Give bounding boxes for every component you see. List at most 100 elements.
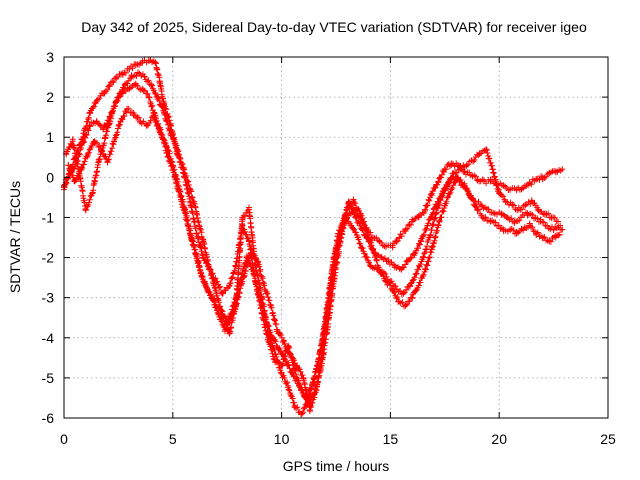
data-point xyxy=(369,246,376,253)
data-point xyxy=(245,206,252,213)
data-point xyxy=(343,214,350,221)
data-point xyxy=(480,178,487,185)
data-point xyxy=(121,82,128,89)
data-point xyxy=(213,290,220,297)
data-point xyxy=(361,250,368,257)
data-point xyxy=(500,226,507,233)
data-point xyxy=(420,254,427,261)
data-point xyxy=(402,302,409,309)
data-point xyxy=(463,162,470,169)
data-point xyxy=(546,238,553,245)
data-point xyxy=(226,330,233,337)
data-point xyxy=(524,210,531,217)
data-point xyxy=(137,118,144,125)
data-point xyxy=(245,238,252,245)
data-point xyxy=(104,158,111,165)
data-point xyxy=(71,178,78,185)
ticks-layer: 0 5 10 15 20 25 -6 -5 -4 -3 -2 -1 0 1 2 3 xyxy=(42,49,616,447)
y-tick-label: -6 xyxy=(42,410,55,426)
data-point xyxy=(470,158,477,165)
data-point xyxy=(557,222,564,229)
data-point xyxy=(287,350,294,357)
data-point xyxy=(356,214,363,221)
y-tick-label: 1 xyxy=(46,129,54,145)
data-point xyxy=(306,406,313,413)
data-point xyxy=(461,168,468,175)
grid-layer xyxy=(64,57,608,418)
data-point xyxy=(415,214,422,221)
data-point xyxy=(193,230,200,237)
data-point xyxy=(156,78,163,85)
data-point xyxy=(206,266,213,273)
data-point xyxy=(126,86,133,93)
data-point xyxy=(134,70,141,77)
y-tick-label: -3 xyxy=(42,290,55,306)
data-point xyxy=(489,166,496,173)
data-point xyxy=(139,86,146,93)
data-point xyxy=(541,210,548,217)
data-point xyxy=(95,158,102,165)
x-tick-label: 5 xyxy=(169,431,177,447)
y-tick-label: 3 xyxy=(46,49,54,65)
data-point xyxy=(330,254,337,261)
data-point xyxy=(102,134,109,141)
data-point xyxy=(552,234,559,241)
data-point xyxy=(152,60,159,67)
data-point xyxy=(130,110,137,117)
data-point xyxy=(383,278,390,285)
data-point xyxy=(128,74,135,81)
data-point xyxy=(139,58,146,65)
data-point xyxy=(145,58,152,65)
data-point xyxy=(298,410,305,417)
data-point xyxy=(409,294,416,301)
data-point xyxy=(535,206,542,213)
data-point xyxy=(91,138,98,145)
data-point xyxy=(300,374,307,381)
data-point xyxy=(176,186,183,193)
data-point xyxy=(296,382,303,389)
data-point xyxy=(494,222,501,229)
data-point xyxy=(180,166,187,173)
data-point xyxy=(426,234,433,241)
data-point xyxy=(219,314,226,321)
data-point xyxy=(428,190,435,197)
data-point xyxy=(383,242,390,249)
data-point xyxy=(448,160,455,167)
data-point xyxy=(531,214,538,221)
data-point xyxy=(509,202,516,209)
data-point xyxy=(398,266,405,273)
data-point xyxy=(350,206,357,213)
data-point xyxy=(87,122,94,129)
data-point xyxy=(174,146,181,153)
data-point xyxy=(285,382,292,389)
y-tick-label: 0 xyxy=(46,169,54,185)
data-point xyxy=(559,166,566,173)
data-point xyxy=(367,262,374,269)
series-track-d xyxy=(63,69,566,418)
data-point xyxy=(115,94,122,101)
data-point xyxy=(539,174,546,181)
chart-title: Day 342 of 2025, Sidereal Day-to-day VTE… xyxy=(81,19,587,35)
data-point xyxy=(437,194,444,201)
data-point xyxy=(385,258,392,265)
data-point xyxy=(132,62,139,69)
data-point xyxy=(487,218,494,225)
data-point xyxy=(239,214,246,221)
y-tick-label: -5 xyxy=(42,370,55,386)
data-point xyxy=(485,206,492,213)
data-point xyxy=(496,190,503,197)
data-point xyxy=(428,246,435,253)
data-point xyxy=(559,226,566,233)
x-tick-label: 25 xyxy=(600,431,616,447)
data-point xyxy=(337,230,344,237)
data-point xyxy=(467,194,474,201)
data-point xyxy=(435,222,442,229)
data-point xyxy=(554,218,561,225)
x-tick-label: 10 xyxy=(274,431,290,447)
data-point xyxy=(528,198,535,205)
data-point xyxy=(274,326,281,333)
data-point xyxy=(435,178,442,185)
data-point xyxy=(515,206,522,213)
data-point xyxy=(396,298,403,305)
data-point xyxy=(504,214,511,221)
